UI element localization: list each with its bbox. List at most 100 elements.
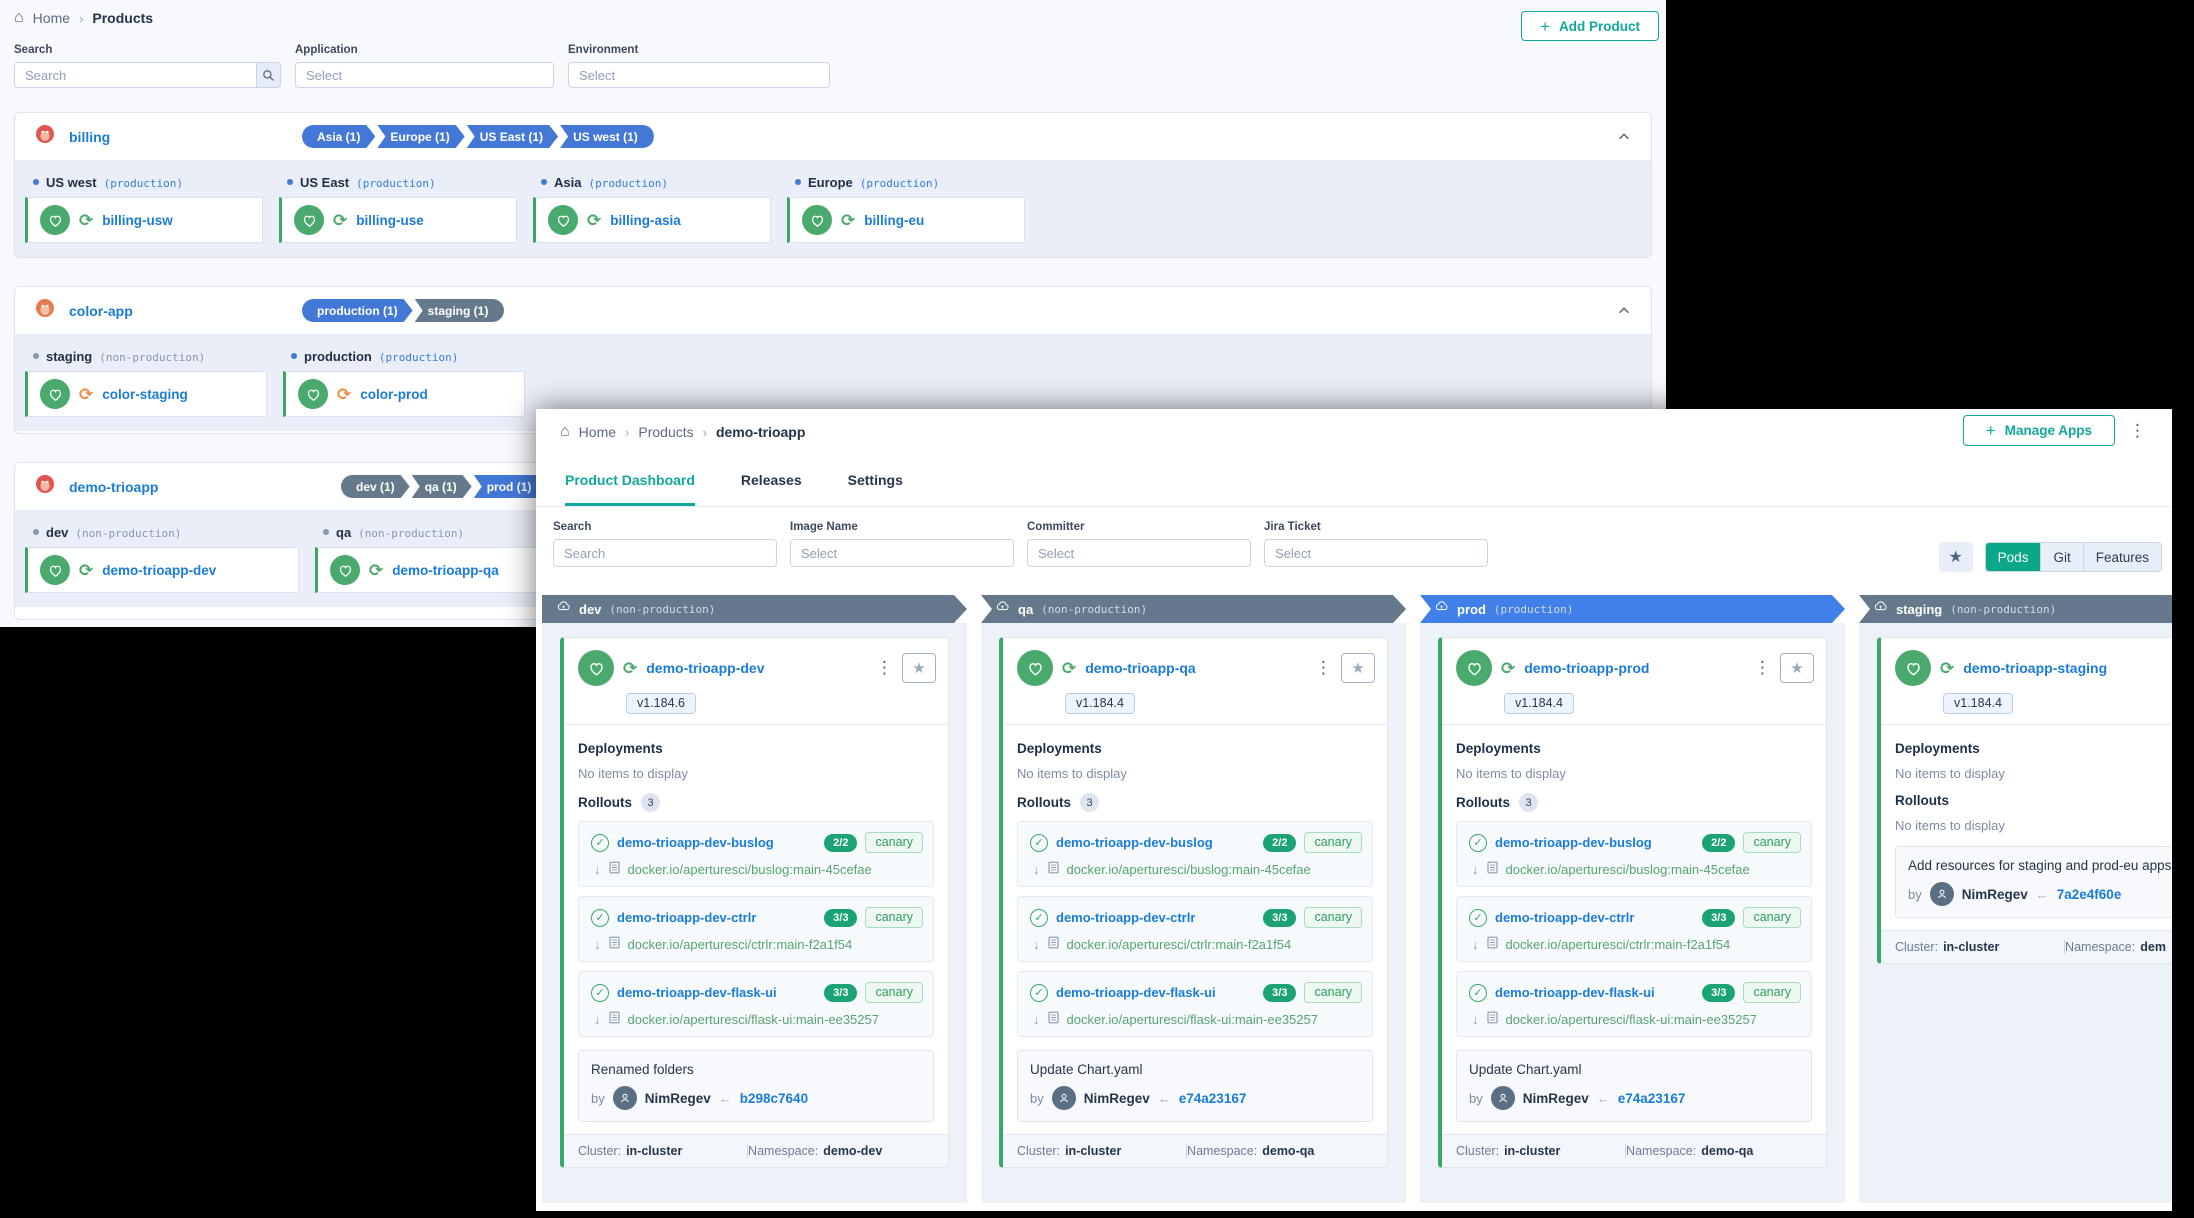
left-arrow-icon: ← (718, 1090, 732, 1106)
rollout-link[interactable]: demo-trioapp-dev-buslog (617, 835, 774, 850)
star-button[interactable]: ★ (902, 653, 936, 683)
commit-hash-link[interactable]: e74a23167 (1617, 1090, 1686, 1106)
by-label: by (1908, 886, 1922, 902)
kebab-menu-icon[interactable]: ⋮ (1754, 658, 1771, 677)
manage-apps-button[interactable]: + Manage Apps (1962, 415, 2115, 446)
image-name-select[interactable] (790, 539, 1014, 567)
search-input[interactable] (553, 539, 777, 567)
cluster-label: Cluster: (1895, 940, 1939, 954)
rollout-row: ✓ demo-trioapp-dev-flask-ui 3/3 canary ↓… (1456, 971, 1812, 1037)
app-link[interactable]: billing-use (356, 212, 424, 228)
env-kind: (non-production) (358, 527, 465, 540)
product-name-link[interactable]: color-app (69, 302, 133, 319)
app-card[interactable]: ⟳ color-staging (25, 371, 267, 417)
jira-ticket-select[interactable] (1264, 539, 1488, 567)
filter-label: Image Name (790, 521, 858, 533)
app-link[interactable]: demo-trioapp-dev (646, 660, 765, 676)
commit-hash-link[interactable]: e74a23167 (1178, 1090, 1247, 1106)
breadcrumb-products[interactable]: Products (638, 424, 694, 440)
kebab-menu-icon[interactable]: ⋮ (876, 658, 893, 677)
commit-box: Update Chart.yaml by NimRegev ← e74a2316… (1456, 1050, 1812, 1122)
env-tag[interactable]: Europe (1) (377, 125, 464, 148)
cloud-icon (995, 599, 1010, 619)
tab-settings[interactable]: Settings (847, 472, 903, 488)
commit-hash-link[interactable]: 7a2e4f60e (2056, 886, 2122, 902)
app-card[interactable]: ⟳ color-prod (283, 371, 525, 417)
user-avatar-icon (612, 1086, 637, 1110)
app-link[interactable]: demo-trioapp-dev (102, 562, 217, 578)
tab-releases[interactable]: Releases (740, 472, 802, 488)
rollout-link[interactable]: demo-trioapp-dev-buslog (1495, 835, 1652, 850)
app-link[interactable]: demo-trioapp-prod (1524, 660, 1650, 676)
env-tag[interactable]: qa (1) (412, 475, 472, 498)
env-tag[interactable]: staging (1) (414, 299, 505, 322)
app-link[interactable]: demo-trioapp-staging (1963, 660, 2108, 676)
commit-hash-link[interactable]: b298c7640 (739, 1090, 809, 1106)
env-name: dev (46, 525, 69, 540)
rollout-row: ✓ demo-trioapp-dev-buslog 2/2 canary ↓ d… (1456, 821, 1812, 887)
health-heart-icon (578, 650, 614, 686)
env-tag[interactable]: Asia (1) (302, 125, 375, 148)
image-doc-icon (1486, 861, 1499, 877)
application-select[interactable] (295, 62, 554, 88)
rollout-link[interactable]: demo-trioapp-dev-ctrlr (1495, 910, 1635, 925)
env-tag[interactable]: US west (1) (560, 125, 654, 148)
search-icon[interactable] (256, 62, 281, 88)
app-card[interactable]: ⟳ billing-use (279, 197, 517, 243)
app-link[interactable]: color-staging (102, 386, 188, 402)
app-link[interactable]: billing-eu (864, 212, 925, 228)
rollout-link[interactable]: demo-trioapp-dev-buslog (1056, 835, 1213, 850)
commit-author: NimRegev (1522, 1090, 1589, 1106)
committer-select[interactable] (1027, 539, 1251, 567)
env-tag[interactable]: dev (1) (341, 475, 410, 498)
env-tag[interactable]: prod (1) (473, 475, 548, 498)
environment-select[interactable] (568, 62, 830, 88)
env-tag[interactable]: production (1) (302, 299, 413, 322)
rollout-link[interactable]: demo-trioapp-dev-ctrlr (617, 910, 757, 925)
collapse-chevron-icon[interactable] (1617, 304, 1631, 323)
breadcrumb-home[interactable]: Home (578, 424, 617, 440)
product-name-link[interactable]: demo-trioapp (69, 478, 159, 495)
check-circle-icon: ✓ (1469, 983, 1487, 1002)
app-link[interactable]: demo-trioapp-qa (1085, 660, 1196, 676)
breadcrumb-home[interactable]: Home (32, 10, 71, 26)
app-card[interactable]: ⟳ billing-eu (787, 197, 1025, 243)
card-footer: Cluster: in-cluster Namespace: demo-qa (1003, 1134, 1387, 1167)
star-button[interactable]: ★ (1780, 653, 1814, 683)
rollout-link[interactable]: demo-trioapp-dev-flask-ui (1495, 985, 1655, 1000)
environment-block: US East (production) ⟳ billing-use (279, 175, 533, 243)
footer-divider (1186, 1144, 1188, 1158)
app-card[interactable]: ⟳ demo-trioapp-dev (25, 547, 299, 593)
app-link[interactable]: billing-asia (610, 212, 681, 228)
env-tag[interactable]: US East (1) (467, 125, 558, 148)
env-dot-icon (287, 179, 293, 185)
collapse-chevron-icon[interactable] (1617, 130, 1631, 149)
kebab-menu-icon[interactable]: ⋮ (1315, 658, 1332, 677)
rollouts-empty: No items to display (1895, 818, 2005, 833)
app-card[interactable]: ⟳ billing-asia (533, 197, 771, 243)
by-label: by (1469, 1090, 1483, 1106)
tab-product-dashboard[interactable]: Product Dashboard (565, 455, 695, 506)
app-link[interactable]: color-prod (360, 386, 428, 402)
namespace-value: demo-dev (823, 1144, 883, 1158)
favorites-filter-star-icon[interactable]: ★ (1938, 542, 1973, 572)
breadcrumb: ⌂ Home › Products (14, 10, 153, 27)
view-toggle-pods[interactable]: Pods (1985, 543, 2041, 571)
rollout-link[interactable]: demo-trioapp-dev-flask-ui (617, 985, 777, 1000)
by-label: by (591, 1090, 605, 1106)
rollout-link[interactable]: demo-trioapp-dev-flask-ui (1056, 985, 1216, 1000)
add-product-button[interactable]: + Add Product (1521, 11, 1659, 41)
app-link[interactable]: demo-trioapp-qa (392, 562, 499, 578)
product-avatar-icon (33, 122, 57, 151)
rollout-link[interactable]: demo-trioapp-dev-ctrlr (1056, 910, 1196, 925)
app-link[interactable]: billing-usw (102, 212, 173, 228)
search-input[interactable] (14, 62, 257, 88)
product-name-link[interactable]: billing (69, 128, 111, 145)
replica-count-pill: 3/3 (1263, 908, 1297, 927)
view-toggle-git[interactable]: Git (2040, 543, 2083, 571)
kebab-menu-icon[interactable]: ⋮ (2129, 420, 2146, 440)
image-doc-icon (1047, 1011, 1060, 1027)
star-button[interactable]: ★ (1341, 653, 1375, 683)
app-card[interactable]: ⟳ billing-usw (25, 197, 263, 243)
view-toggle-features[interactable]: Features (2082, 543, 2161, 571)
